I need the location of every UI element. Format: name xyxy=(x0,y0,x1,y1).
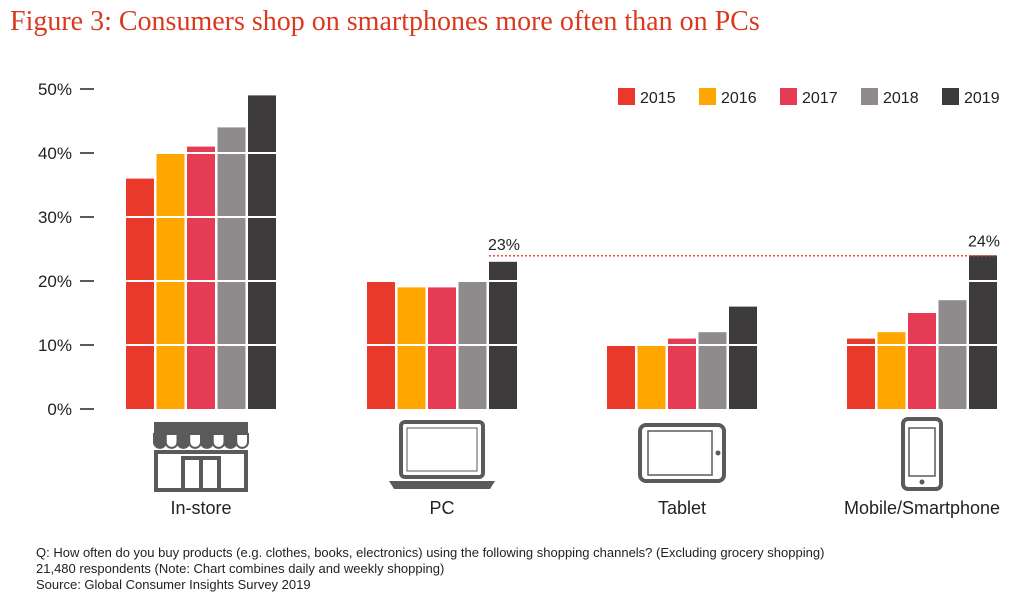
bar xyxy=(428,287,456,409)
data-label: 23% xyxy=(488,237,520,254)
legend-swatch xyxy=(942,88,959,105)
category-icons xyxy=(153,417,943,492)
store-icon xyxy=(153,422,249,492)
bar xyxy=(397,287,426,409)
annotations: 23% 24% xyxy=(488,233,1000,257)
question-note: Q: How often do you buy products (e.g. c… xyxy=(36,545,825,560)
legend: 2015 2016 2017 2018 2019 xyxy=(618,88,1000,107)
bar xyxy=(217,127,246,410)
data-label: 24% xyxy=(968,233,1000,250)
bar xyxy=(877,332,906,409)
bars xyxy=(100,88,1010,410)
bar xyxy=(969,255,997,409)
legend-swatch xyxy=(618,88,635,105)
bar xyxy=(187,146,215,409)
bar xyxy=(248,95,276,410)
source-note: Source: Global Consumer Insights Survey … xyxy=(36,577,311,592)
y-tick-label: 40% xyxy=(38,144,72,163)
laptop-icon xyxy=(389,420,495,489)
legend-label: 2016 xyxy=(721,90,757,107)
bar xyxy=(126,178,154,409)
tablet-icon xyxy=(638,423,726,483)
category-label: Tablet xyxy=(658,498,706,518)
bar xyxy=(847,338,875,409)
y-tick-label: 20% xyxy=(38,272,72,291)
legend-label: 2017 xyxy=(802,90,838,107)
bar xyxy=(698,332,727,409)
bar xyxy=(908,313,936,409)
legend-swatch xyxy=(780,88,797,105)
y-tick-label: 50% xyxy=(38,80,72,99)
bar xyxy=(607,345,635,409)
legend-swatch xyxy=(699,88,716,105)
respondents-note: 21,480 respondents (Note: Chart combines… xyxy=(36,561,445,576)
bar xyxy=(637,345,666,409)
legend-label: 2019 xyxy=(964,90,1000,107)
legend-label: 2018 xyxy=(883,90,919,107)
bar xyxy=(668,338,696,409)
category-label: In-store xyxy=(170,498,231,518)
category-label: Mobile/Smartphone xyxy=(844,498,1000,518)
bar xyxy=(729,306,757,409)
bar-chart: 0% 10% 20% 30% 40% 50% 2015 2016 2017 2018 2019 2… xyxy=(37,80,1010,518)
y-axis: 0% 10% 20% 30% 40% 50% xyxy=(38,80,94,419)
y-tick-label: 30% xyxy=(38,208,72,227)
y-tick-label: 0% xyxy=(47,400,72,419)
bar xyxy=(938,300,967,409)
category-label: PC xyxy=(429,498,454,518)
legend-swatch xyxy=(861,88,878,105)
smartphone-icon xyxy=(901,417,943,491)
y-tick-label: 10% xyxy=(38,336,72,355)
bar xyxy=(489,261,517,409)
category-labels: In-store PC Tablet Mobile/Smartphone xyxy=(170,498,1000,518)
footnotes: Q: How often do you buy products (e.g. c… xyxy=(36,545,824,593)
chart-title: Figure 3: Consumers shop on smartphones … xyxy=(10,6,760,37)
legend-label: 2015 xyxy=(640,90,676,107)
